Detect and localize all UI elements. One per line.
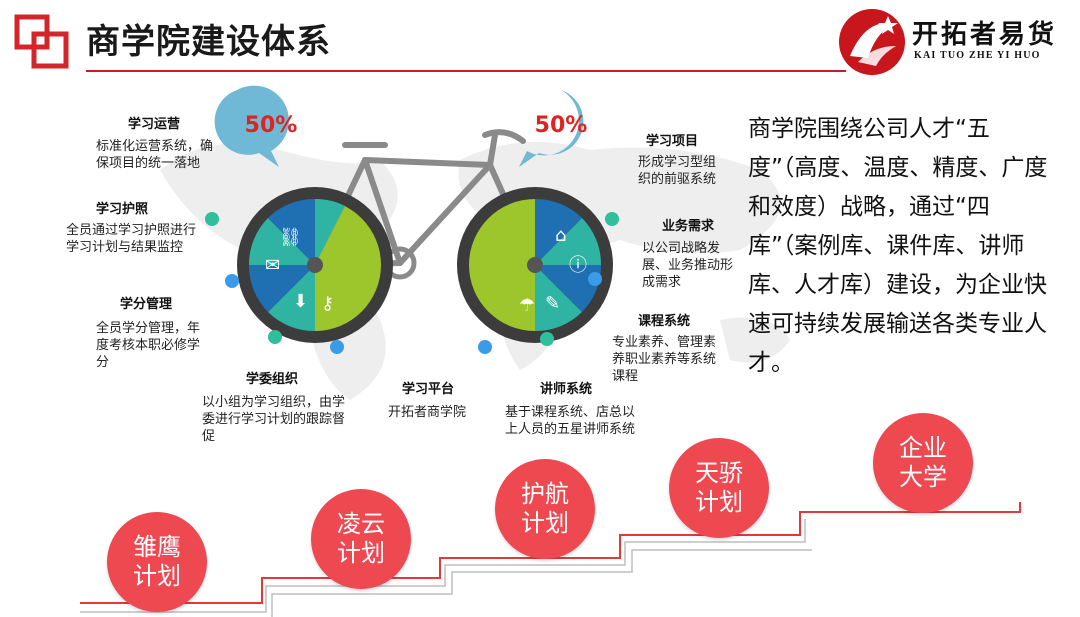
decor-dot xyxy=(268,330,282,344)
umbrella-icon: ☂ xyxy=(519,295,535,316)
right-wheel: ⌂ ⓘ ☂ ✎ xyxy=(457,187,613,343)
label-learning-ops-heading: 学习运营 xyxy=(128,117,181,132)
label-course-heading: 课程系统 xyxy=(638,314,691,329)
chat-icon: ✉ xyxy=(265,255,280,276)
stair-circle-4-line2: 计划 xyxy=(695,488,743,516)
header-square-logo xyxy=(14,14,69,69)
label-passport-heading: 学习护照 xyxy=(96,202,149,217)
stair-circle-3-line2: 计划 xyxy=(521,509,569,537)
summary-paragraph: 商学院围绕公司人才“五度”（高度、温度、精度、广度和效度）战略，通过“四库”（案… xyxy=(748,116,1048,376)
stair-circle-3-line1: 护航 xyxy=(521,480,569,508)
label-project-heading: 学习项目 xyxy=(646,134,699,149)
stair-circle-5: 企业 大学 xyxy=(873,413,973,513)
decor-dot xyxy=(205,212,219,226)
stair-circle-1-line2: 计划 xyxy=(133,562,181,590)
decor-dot xyxy=(330,340,344,354)
stair-circle-2-line1: 凌云 xyxy=(337,510,385,538)
brand-emblem-logo xyxy=(839,9,905,75)
stair-circle-5-line1: 企业 xyxy=(899,434,947,462)
bicycle-illustration: ⛓ ✉ ⬇ ⚷ ⌂ ⓘ ☂ ✎ xyxy=(214,85,613,343)
stair-circle-1-line1: 雏鹰 xyxy=(133,533,181,561)
info-icon: ⓘ xyxy=(569,255,587,276)
label-platform-text: 开拓者商学院 xyxy=(388,405,467,420)
page-title: 商学院建设体系 xyxy=(86,22,331,62)
stair-circle-2-line2: 计划 xyxy=(337,539,385,567)
label-passport-text: 全员通过学习护照进行学习计划与结果监控 xyxy=(66,223,197,255)
label-lecturer-text: 基于课程系统、店总以上人员的五星讲师系统 xyxy=(505,405,636,437)
stair-circle-4: 天骄 计划 xyxy=(669,438,769,538)
link-icon: ⛓ xyxy=(279,227,302,248)
key-icon: ⚷ xyxy=(321,293,334,314)
edit-icon: ✎ xyxy=(545,293,560,314)
left-percent-bubble xyxy=(214,85,289,167)
label-project-text: 形成学习型组织的前驱系统 xyxy=(638,155,717,187)
decor-dot xyxy=(478,340,492,354)
home-icon: ⌂ xyxy=(555,225,566,246)
left-percent: 50% xyxy=(244,113,298,138)
right-percent-bubble xyxy=(519,90,584,167)
title-underline xyxy=(86,70,846,72)
stair-circle-1: 雏鹰 计划 xyxy=(107,512,207,612)
brand-name: 开拓者易货 xyxy=(912,20,1058,50)
decor-dot xyxy=(588,272,602,286)
label-platform-heading: 学习平台 xyxy=(402,382,455,397)
stair-circle-2: 凌云 计划 xyxy=(311,489,411,589)
decor-dot xyxy=(225,274,239,288)
label-demand-heading: 业务需求 xyxy=(662,219,715,234)
label-credit-heading: 学分管理 xyxy=(120,297,173,312)
label-learning-ops-text: 标准化运营系统，确保项目的统一落地 xyxy=(96,139,214,171)
label-committee-text: 以小组为学习组织，由学委进行学习计划的跟踪督促 xyxy=(202,395,346,444)
decor-dot xyxy=(605,212,619,226)
stair-circle-4-line1: 天骄 xyxy=(695,459,743,487)
stair-circle-3: 护航 计划 xyxy=(495,459,595,559)
brand-subtitle: KAI TUO ZHE YI HUO xyxy=(914,50,1041,61)
label-lecturer-heading: 讲师系统 xyxy=(540,382,593,397)
decor-dot xyxy=(540,332,554,346)
label-course-text: 专业素养、管理素养职业素养等系统课程 xyxy=(612,335,717,384)
label-credit-text: 全员学分管理，年度考核本职必修学分 xyxy=(96,321,201,370)
left-wheel: ⛓ ✉ ⬇ ⚷ xyxy=(237,187,393,343)
stair-circle-5-line2: 大学 xyxy=(899,463,947,491)
label-committee-heading: 学委组织 xyxy=(246,372,299,387)
download-icon: ⬇ xyxy=(293,291,308,312)
right-percent: 50% xyxy=(534,113,588,138)
label-demand-text: 以公司战略发展、业务推动形成需求 xyxy=(642,241,734,290)
